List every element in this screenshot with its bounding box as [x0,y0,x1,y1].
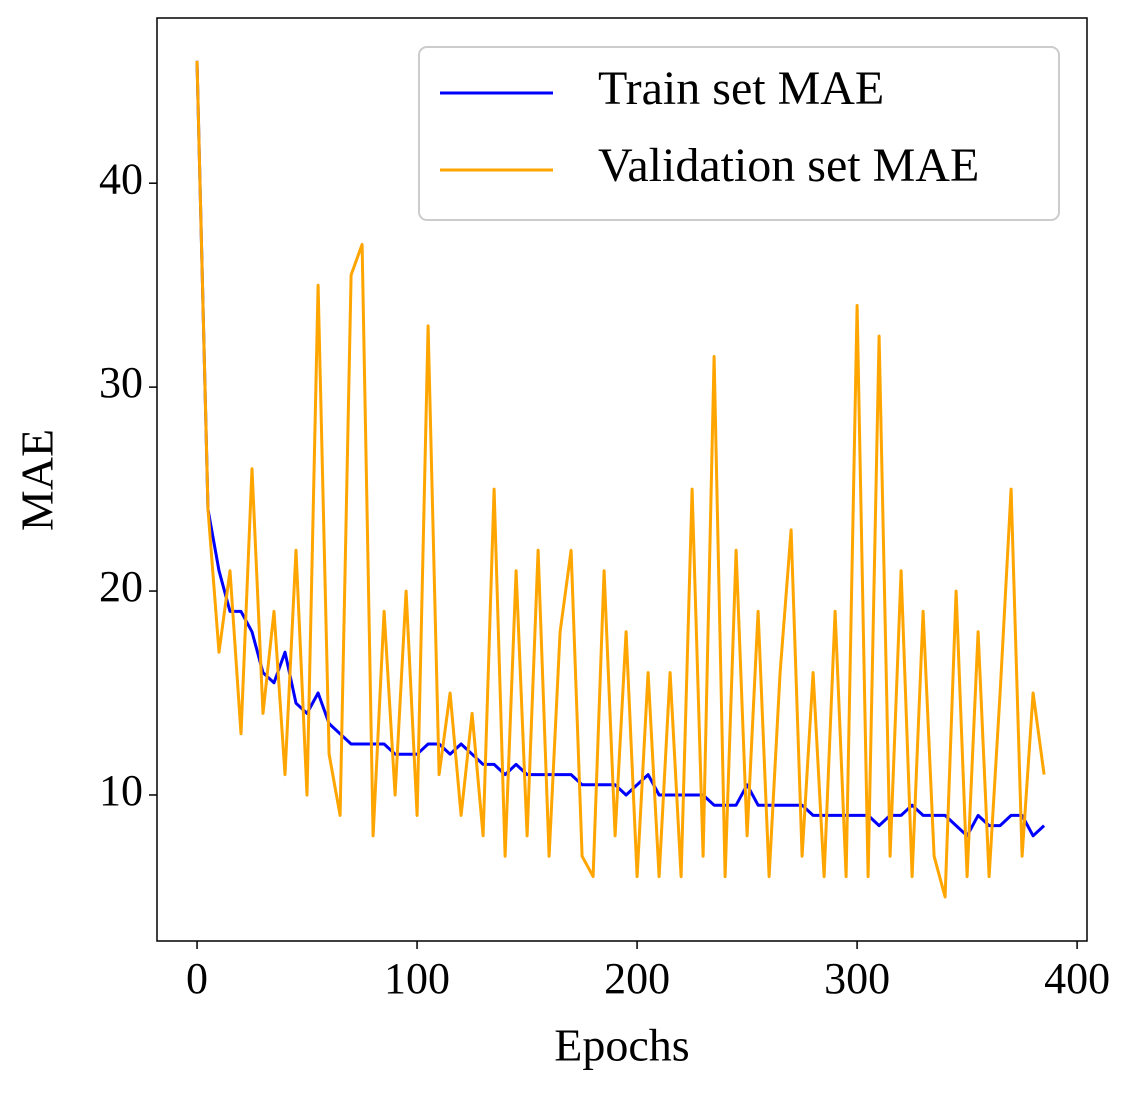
y-tick-label: 10 [99,766,143,815]
x-tick-label: 400 [1044,954,1110,1003]
legend-label: Train set MAE [598,62,884,115]
x-tick-label: 0 [186,954,208,1003]
x-tick-label: 300 [824,954,890,1003]
y-tick-label: 30 [99,358,143,407]
plot-frame [156,17,1088,942]
series-line [195,60,1046,838]
y-axis-label: MAE [12,429,63,531]
x-tick-label: 200 [604,954,670,1003]
x-axis-label: Epochs [554,1020,689,1071]
x-tick-label: 100 [384,954,450,1003]
legend-box [418,46,1060,221]
legend-label: Validation set MAE [598,139,979,192]
y-tick-label: 20 [99,562,143,611]
y-tick-label: 40 [99,154,143,203]
series-line [195,60,1046,899]
